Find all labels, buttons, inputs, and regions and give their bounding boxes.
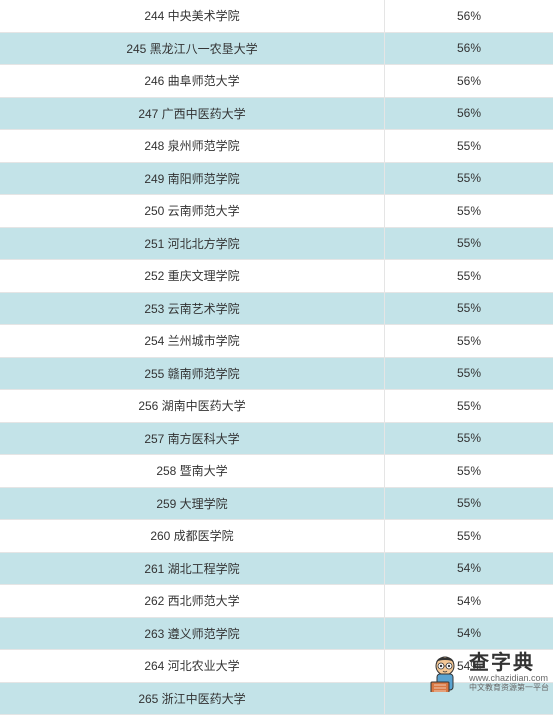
value-cell: 55% xyxy=(385,520,553,552)
rank-name-text: 246 曲阜师范大学 xyxy=(144,72,239,89)
rank-name-cell: 245 黑龙江八一农垦大学 xyxy=(0,33,385,65)
value-cell: 55% xyxy=(385,488,553,520)
value-cell: 55% xyxy=(385,423,553,455)
value-cell: 55% xyxy=(385,325,553,357)
rank-name-text: 248 泉州师范学院 xyxy=(144,137,239,154)
watermark-subtitle: 中文教育资源第一平台 xyxy=(469,684,549,692)
table-row: 246 曲阜师范大学 56% xyxy=(0,65,553,98)
value-cell: 56% xyxy=(385,33,553,65)
rank-name-text: 258 暨南大学 xyxy=(156,462,227,479)
value-cell: 55% xyxy=(385,195,553,227)
rank-name-cell: 250 云南师范大学 xyxy=(0,195,385,227)
rank-name-cell: 258 暨南大学 xyxy=(0,455,385,487)
ranking-table: 244 中央美术学院 56% 245 黑龙江八一农垦大学 56% 246 曲阜师范大学 5… xyxy=(0,0,553,715)
rank-name-text: 244 中央美术学院 xyxy=(144,7,239,24)
rank-name-cell: 247 广西中医药大学 xyxy=(0,98,385,130)
watermark: 查字典 www.chazidian.com 中文教育资源第一平台 xyxy=(425,652,549,692)
watermark-title: 查字典 xyxy=(469,653,535,673)
value-cell: 55% xyxy=(385,228,553,260)
rank-name-cell: 255 赣南师范学院 xyxy=(0,358,385,390)
rank-name-text: 245 黑龙江八一农垦大学 xyxy=(126,40,257,57)
rank-name-cell: 244 中央美术学院 xyxy=(0,0,385,32)
table-row: 260 成都医学院 55% xyxy=(0,520,553,553)
table-row: 258 暨南大学 55% xyxy=(0,455,553,488)
rank-name-text: 256 湖南中医药大学 xyxy=(138,397,245,414)
rank-name-text: 261 湖北工程学院 xyxy=(144,560,239,577)
rank-name-text: 260 成都医学院 xyxy=(150,527,233,544)
value-cell: 54% xyxy=(385,585,553,617)
rank-name-text: 255 赣南师范学院 xyxy=(144,365,239,382)
rank-name-text: 251 河北北方学院 xyxy=(144,235,239,252)
value-cell: 56% xyxy=(385,98,553,130)
table-row: 245 黑龙江八一农垦大学 56% xyxy=(0,33,553,66)
table-row: 248 泉州师范学院 55% xyxy=(0,130,553,163)
rank-name-cell: 256 湖南中医药大学 xyxy=(0,390,385,422)
table-row: 263 遵义师范学院 54% xyxy=(0,618,553,651)
rank-name-cell: 249 南阳师范学院 xyxy=(0,163,385,195)
rank-name-cell: 257 南方医科大学 xyxy=(0,423,385,455)
rank-name-text: 254 兰州城市学院 xyxy=(144,332,239,349)
table-row: 252 重庆文理学院 55% xyxy=(0,260,553,293)
value-cell: 54% xyxy=(385,618,553,650)
value-cell: 55% xyxy=(385,163,553,195)
rank-name-text: 259 大理学院 xyxy=(156,495,227,512)
rank-name-text: 257 南方医科大学 xyxy=(144,430,239,447)
rank-name-text: 262 西北师范大学 xyxy=(144,592,239,609)
rank-name-text: 247 广西中医药大学 xyxy=(138,105,245,122)
rank-name-text: 265 浙江中医药大学 xyxy=(138,690,245,707)
table-row: 249 南阳师范学院 55% xyxy=(0,163,553,196)
rank-name-cell: 260 成都医学院 xyxy=(0,520,385,552)
rank-name-cell: 261 湖北工程学院 xyxy=(0,553,385,585)
table-row: 254 兰州城市学院 55% xyxy=(0,325,553,358)
table-row: 250 云南师范大学 55% xyxy=(0,195,553,228)
table-row: 257 南方医科大学 55% xyxy=(0,423,553,456)
rank-name-cell: 265 浙江中医药大学 xyxy=(0,683,385,715)
rank-name-text: 263 遵义师范学院 xyxy=(144,625,239,642)
value-cell: 54% xyxy=(385,553,553,585)
rank-name-cell: 262 西北师范大学 xyxy=(0,585,385,617)
table-row: 259 大理学院 55% xyxy=(0,488,553,521)
rank-name-text: 249 南阳师范学院 xyxy=(144,170,239,187)
value-cell: 55% xyxy=(385,358,553,390)
value-cell: 55% xyxy=(385,293,553,325)
rank-name-cell: 246 曲阜师范大学 xyxy=(0,65,385,97)
rank-name-cell: 252 重庆文理学院 xyxy=(0,260,385,292)
table-row: 255 赣南师范学院 55% xyxy=(0,358,553,391)
rank-name-cell: 259 大理学院 xyxy=(0,488,385,520)
table-row: 244 中央美术学院 56% xyxy=(0,0,553,33)
value-cell: 55% xyxy=(385,455,553,487)
table-row: 262 西北师范大学 54% xyxy=(0,585,553,618)
rank-name-text: 252 重庆文理学院 xyxy=(144,267,239,284)
watermark-text: 查字典 www.chazidian.com 中文教育资源第一平台 xyxy=(469,653,549,692)
table-row: 247 广西中医药大学 56% xyxy=(0,98,553,131)
rank-name-text: 253 云南艺术学院 xyxy=(144,300,239,317)
table-row: 261 湖北工程学院 54% xyxy=(0,553,553,586)
table-row: 253 云南艺术学院 55% xyxy=(0,293,553,326)
table-row: 251 河北北方学院 55% xyxy=(0,228,553,261)
table-row: 256 湖南中医药大学 55% xyxy=(0,390,553,423)
rank-name-cell: 248 泉州师范学院 xyxy=(0,130,385,162)
rank-name-cell: 253 云南艺术学院 xyxy=(0,293,385,325)
value-cell: 55% xyxy=(385,260,553,292)
rank-name-text: 264 河北农业大学 xyxy=(144,657,239,674)
value-cell: 56% xyxy=(385,0,553,32)
value-cell: 55% xyxy=(385,390,553,422)
rank-name-cell: 263 遵义师范学院 xyxy=(0,618,385,650)
rank-name-text: 250 云南师范大学 xyxy=(144,202,239,219)
value-cell: 56% xyxy=(385,65,553,97)
rank-name-cell: 254 兰州城市学院 xyxy=(0,325,385,357)
rank-name-cell: 251 河北北方学院 xyxy=(0,228,385,260)
value-cell: 55% xyxy=(385,130,553,162)
rank-name-cell: 264 河北农业大学 xyxy=(0,650,385,682)
watermark-url: www.chazidian.com xyxy=(469,674,548,683)
mascot-icon xyxy=(425,652,465,692)
